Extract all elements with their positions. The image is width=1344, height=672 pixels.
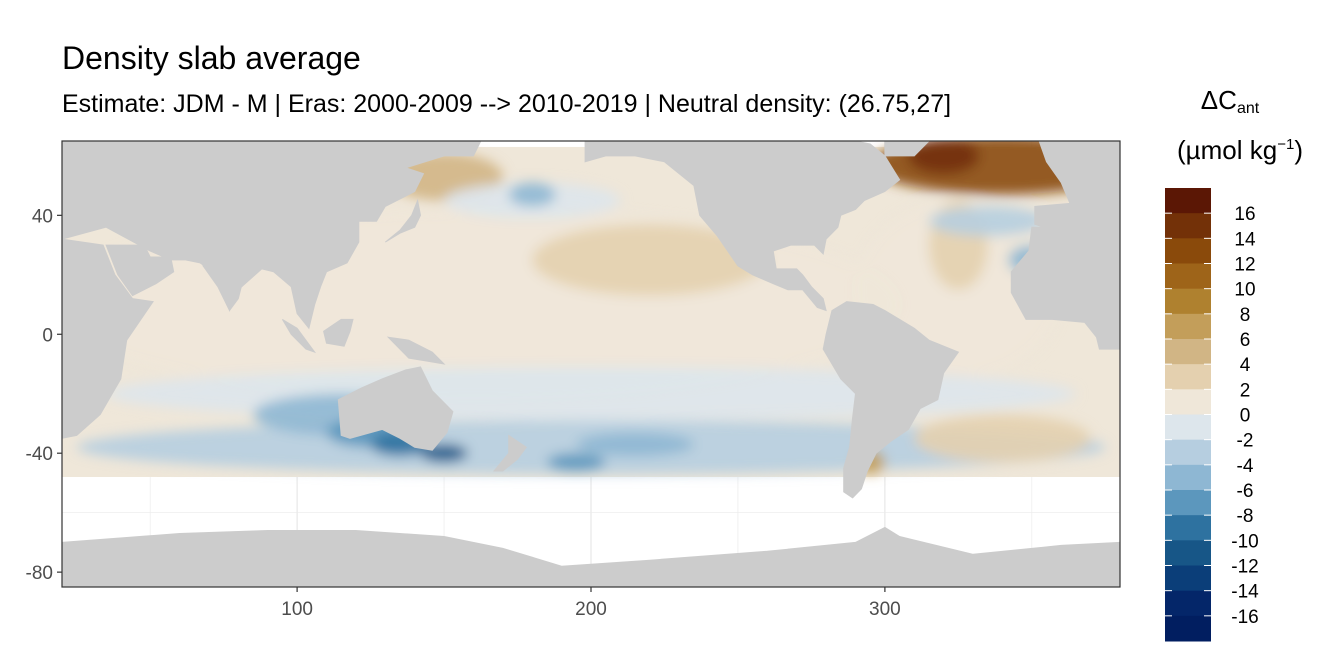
legend-label: -10 [1231, 531, 1258, 552]
legend-swatch [1165, 313, 1211, 340]
legend-swatch [1165, 615, 1211, 642]
land-polygon [384, 198, 422, 243]
legend-title-unit: (µmol kg−1) [1177, 135, 1303, 165]
legend-label: -16 [1231, 607, 1258, 628]
legend-swatch [1165, 213, 1211, 239]
legend-swatch [1165, 364, 1211, 390]
legend-label: -8 [1237, 506, 1254, 527]
x-tick-label: 200 [575, 599, 607, 620]
legend-swatch [1165, 565, 1211, 592]
legend-swatch [1165, 263, 1211, 290]
land-polygon [105, 244, 175, 297]
legend-swatch [1165, 490, 1211, 516]
legend-swatch [1165, 188, 1211, 214]
y-tick-label: -40 [26, 444, 53, 465]
land-polygon [62, 238, 154, 439]
land-polygon [62, 526, 1120, 587]
legend-swatch [1165, 414, 1211, 441]
legend-swatch [1165, 238, 1211, 264]
land-polygon [62, 141, 482, 330]
legend-swatch [1165, 540, 1211, 566]
legend-label: 2 [1240, 380, 1251, 401]
y-tick-label: 40 [32, 206, 53, 227]
land-polygon [337, 366, 454, 451]
land-polygon [492, 434, 528, 472]
legend-swatch [1165, 389, 1211, 415]
legend-label: -4 [1237, 456, 1254, 477]
legend-title-symbol: ΔCant [1200, 85, 1260, 117]
legend-swatch [1165, 439, 1211, 466]
y-tick-label: -80 [26, 563, 53, 584]
x-tick-label: 300 [869, 599, 901, 620]
legend-label: 4 [1240, 355, 1251, 376]
land-polygon [323, 318, 354, 347]
field-blob [546, 453, 606, 472]
chart-title: Density slab average [62, 40, 361, 76]
legend-swatch [1165, 288, 1211, 315]
land-polygon [1010, 141, 1120, 350]
land-polygon [281, 318, 317, 354]
field-blob [928, 206, 1047, 237]
legend-swatch [1165, 339, 1211, 365]
legend-label: -2 [1237, 431, 1254, 452]
legend-label: 6 [1240, 330, 1251, 351]
land-polygon [202, 265, 263, 312]
land-polygon [386, 336, 446, 365]
legend-label: -14 [1231, 582, 1259, 603]
field-blob [532, 224, 768, 296]
legend-label: 10 [1234, 280, 1255, 301]
legend-swatch [1165, 464, 1211, 491]
legend-label: -6 [1237, 481, 1254, 502]
land-polygon [584, 141, 901, 312]
field-blob [508, 182, 556, 207]
legend-label: 0 [1240, 406, 1251, 427]
legend-label: 14 [1234, 229, 1256, 250]
legend-label: 12 [1234, 255, 1255, 276]
field-blob [908, 141, 979, 174]
legend-label: -12 [1231, 557, 1258, 578]
land-polygon [822, 301, 960, 499]
legend-swatch [1165, 515, 1211, 541]
chart-subtitle: Estimate: JDM - M | Eras: 2000-2009 --> … [62, 90, 952, 118]
field-blob [576, 432, 694, 457]
field-blob [914, 414, 1091, 463]
y-tick-label: 0 [42, 325, 53, 346]
legend-swatch [1165, 590, 1211, 617]
x-tick-label: 100 [281, 599, 313, 620]
legend-label: 8 [1240, 305, 1251, 326]
land-polygon [884, 141, 930, 157]
land-masses [62, 141, 1120, 587]
legend-label: 16 [1234, 204, 1255, 225]
